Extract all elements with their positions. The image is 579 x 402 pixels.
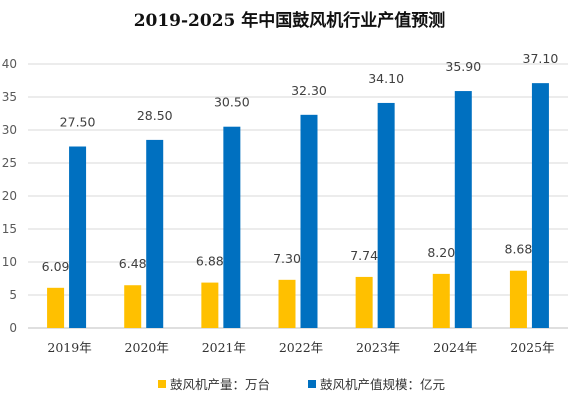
y-tick-label: 5 bbox=[9, 288, 17, 302]
legend-label-output-value: 鼓风机产值规模：亿元 bbox=[320, 377, 445, 392]
chart-title: 2019-2025 年中国鼓风机行业产值预测 bbox=[133, 11, 446, 31]
data-label-production: 6.09 bbox=[42, 259, 70, 274]
data-label-output-value: 27.50 bbox=[60, 115, 96, 130]
y-tick-label: 25 bbox=[2, 156, 17, 170]
bar-output-value bbox=[223, 126, 241, 328]
bar-production bbox=[355, 276, 373, 328]
data-label-production: 8.20 bbox=[427, 245, 455, 260]
bar-output-value bbox=[69, 146, 87, 328]
labels: 6.09 27.50 6.48 28.50 6.88 30.50 7.30 32.30 7.74… bbox=[42, 51, 559, 274]
x-tick-label: 2021年 bbox=[202, 340, 246, 355]
axes: 0 5 10 15 20 25 30 35 40 2019年 2020年 2021年 2022年 2023… bbox=[2, 57, 568, 355]
x-tick-label: 2025年 bbox=[510, 340, 554, 355]
bar-production bbox=[201, 282, 219, 328]
data-label-production: 7.30 bbox=[273, 251, 301, 266]
data-label-output-value: 34.10 bbox=[368, 71, 404, 86]
data-label-production: 6.88 bbox=[196, 254, 224, 269]
y-tick-label: 35 bbox=[2, 90, 17, 104]
y-tick-label: 15 bbox=[2, 222, 17, 236]
data-label-output-value: 32.30 bbox=[291, 83, 327, 98]
data-label-output-value: 28.50 bbox=[137, 108, 173, 123]
x-tick-label: 2023年 bbox=[356, 340, 400, 355]
legend: 鼓风机产量：万台 鼓风机产值规模：亿元 bbox=[158, 377, 445, 392]
legend-label-production: 鼓风机产量：万台 bbox=[170, 377, 270, 392]
bar-output-value bbox=[454, 91, 472, 328]
data-label-output-value: 37.10 bbox=[523, 51, 559, 66]
x-tick-label: 2022年 bbox=[279, 340, 323, 355]
bar-output-value bbox=[146, 139, 164, 328]
data-label-production: 8.68 bbox=[505, 242, 533, 257]
bar-output-value bbox=[300, 114, 318, 328]
legend-swatch-output-value bbox=[308, 380, 316, 388]
bar-production bbox=[509, 270, 527, 328]
y-tick-label: 0 bbox=[9, 321, 17, 335]
bar-output-value bbox=[531, 83, 549, 328]
data-label-output-value: 35.90 bbox=[445, 59, 481, 74]
bar-output-value bbox=[377, 102, 395, 328]
bar-production bbox=[278, 279, 296, 328]
x-tick-label: 2020年 bbox=[125, 340, 169, 355]
y-tick-label: 30 bbox=[2, 123, 17, 137]
y-tick-label: 40 bbox=[2, 57, 17, 71]
bar-production bbox=[432, 273, 450, 328]
gridlines bbox=[28, 63, 568, 296]
data-label-production: 7.74 bbox=[350, 248, 378, 263]
data-label-production: 6.48 bbox=[119, 256, 147, 271]
bar-production bbox=[124, 285, 142, 328]
data-label-output-value: 30.50 bbox=[214, 95, 250, 110]
x-tick-label: 2024年 bbox=[433, 340, 477, 355]
bars bbox=[47, 83, 549, 328]
y-tick-label: 10 bbox=[2, 255, 17, 269]
x-tick-label: 2019年 bbox=[47, 340, 91, 355]
y-tick-label: 20 bbox=[2, 189, 17, 203]
bar-production bbox=[47, 287, 65, 328]
legend-swatch-production bbox=[158, 380, 166, 388]
